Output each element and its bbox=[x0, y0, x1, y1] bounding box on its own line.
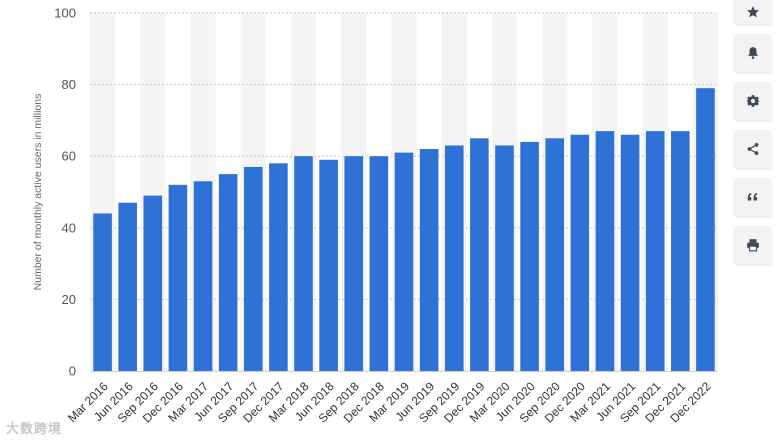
bar bbox=[243, 166, 263, 371]
chart-area: 0 20 40 60 80 100 Mar 2016 Jun 2016 Sep 2016 Dec … bbox=[32, 6, 718, 425]
settings-button[interactable] bbox=[734, 82, 772, 120]
bar bbox=[495, 145, 514, 371]
bar bbox=[470, 138, 489, 371]
cite-button[interactable] bbox=[734, 178, 772, 216]
bar bbox=[520, 141, 539, 371]
share-icon bbox=[747, 143, 759, 155]
print-button[interactable] bbox=[734, 226, 772, 264]
bar bbox=[696, 88, 715, 372]
bar bbox=[570, 134, 590, 371]
y-tick-label: 60 bbox=[62, 149, 76, 164]
print-icon bbox=[747, 239, 759, 252]
bar bbox=[671, 131, 690, 371]
star-icon bbox=[747, 6, 759, 18]
bell-icon bbox=[748, 47, 758, 59]
bar bbox=[93, 213, 112, 371]
bar bbox=[118, 202, 137, 371]
bar bbox=[595, 131, 615, 371]
bar bbox=[269, 163, 288, 371]
y-tick-label: 40 bbox=[62, 220, 76, 235]
bar bbox=[419, 149, 439, 371]
bar bbox=[369, 156, 389, 371]
bar bbox=[319, 159, 338, 371]
bar bbox=[645, 131, 665, 371]
bar bbox=[545, 138, 565, 371]
bar bbox=[444, 145, 464, 371]
gear-icon bbox=[746, 95, 760, 107]
y-tick-label: 0 bbox=[69, 364, 76, 379]
bar bbox=[394, 152, 414, 371]
y-tick-label: 100 bbox=[54, 6, 76, 21]
y-axis-title: Number of monthly active users in millio… bbox=[32, 94, 44, 291]
notification-button[interactable] bbox=[734, 34, 772, 72]
bar bbox=[620, 134, 640, 371]
bar bbox=[193, 181, 213, 371]
favorite-button[interactable] bbox=[734, 0, 772, 24]
side-toolbar bbox=[734, 0, 772, 274]
share-button[interactable] bbox=[734, 130, 772, 168]
bar bbox=[143, 195, 163, 371]
bar bbox=[168, 184, 188, 371]
y-tick-label: 80 bbox=[62, 77, 76, 92]
bar bbox=[344, 156, 364, 371]
bar bbox=[294, 156, 313, 371]
y-tick-label: 20 bbox=[62, 292, 76, 307]
quote-icon bbox=[747, 192, 758, 201]
bar bbox=[218, 174, 238, 371]
